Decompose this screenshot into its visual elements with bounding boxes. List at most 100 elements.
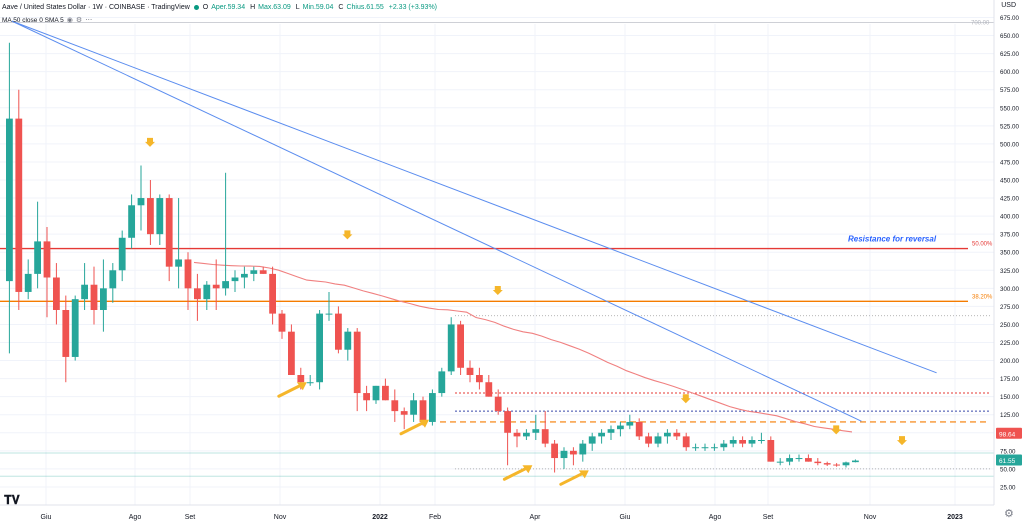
price-tick-label: 200.00 — [1000, 358, 1019, 365]
candle-body — [175, 259, 182, 267]
candle-body — [128, 205, 135, 238]
chart-settings-icon[interactable]: ⚙ — [1004, 508, 1014, 520]
candle-body — [438, 371, 446, 394]
candle-body — [391, 400, 399, 412]
candle — [739, 436, 746, 448]
candle — [541, 411, 549, 448]
candle-body — [673, 432, 681, 437]
candle — [231, 270, 239, 292]
indicator-legend[interactable]: MA 50 close 0 SMA 5 ◉ ⚙ ⋯ — [2, 16, 93, 25]
candle — [729, 436, 737, 448]
candle — [372, 385, 380, 404]
candle-body — [288, 331, 295, 375]
candle — [81, 263, 88, 310]
candle — [607, 425, 615, 440]
candle — [316, 310, 323, 390]
candle-body — [617, 425, 624, 430]
candle-body — [795, 458, 803, 460]
candle-body — [259, 270, 267, 274]
candle-body — [231, 277, 239, 282]
candle-body — [823, 463, 831, 465]
candle-body — [419, 400, 427, 422]
price-tick-label: 50.00 — [1000, 466, 1016, 473]
axis-unit[interactable]: USD — [1001, 2, 1016, 9]
candle-body — [560, 450, 568, 459]
candle-body — [137, 198, 145, 206]
arrow-up-head-icon — [578, 470, 589, 479]
candle — [71, 295, 79, 361]
candle — [551, 440, 558, 473]
candle — [43, 226, 51, 318]
time-tick-label: Giu — [41, 514, 52, 521]
candle-body — [485, 382, 493, 397]
candle — [579, 440, 587, 462]
candle-body — [194, 288, 201, 300]
arrow-down-icon — [831, 425, 842, 435]
price-tick-label: 525.00 — [1000, 123, 1019, 130]
candle — [626, 414, 634, 430]
candle-body — [250, 270, 258, 274]
candle — [53, 263, 60, 325]
candle-body — [767, 440, 775, 462]
price-tick-label: 325.00 — [1000, 268, 1019, 275]
candle-body — [692, 447, 699, 449]
candle-body — [212, 284, 220, 289]
symbol-header: Aave / United States Dollar · 1W · COINB… — [0, 0, 440, 14]
time-tick-label: Set — [185, 514, 196, 521]
settings-icon[interactable]: ⚙ — [75, 17, 83, 24]
candle — [109, 263, 117, 303]
candle — [391, 389, 399, 422]
candle-body — [805, 458, 812, 462]
top-level-label: 700.00 — [971, 21, 990, 27]
candle — [250, 266, 258, 282]
candle — [842, 461, 850, 468]
candle-body — [34, 241, 41, 274]
high-value: Max.63.09 — [258, 3, 291, 11]
resistance-text: Resistance for reversal — [848, 235, 937, 244]
arrow-down-icon — [492, 285, 503, 295]
eye-icon[interactable]: ◉ — [66, 17, 73, 24]
candle — [466, 360, 474, 383]
candle — [222, 172, 229, 296]
candle — [212, 259, 220, 310]
candle-body — [203, 284, 211, 300]
candle-body — [278, 313, 286, 332]
candle — [137, 165, 145, 231]
candle-body — [551, 443, 558, 459]
candle-body — [429, 393, 436, 422]
candle — [513, 429, 521, 448]
candle — [476, 367, 483, 390]
candle-body — [776, 461, 784, 463]
symbol-title: Aave / United States Dollar · 1W · COINB… — [2, 3, 190, 11]
candle — [720, 440, 728, 451]
candle-body — [353, 331, 361, 394]
candle — [795, 454, 803, 462]
price-tick-label: 375.00 — [1000, 232, 1019, 239]
arrow-down-icon — [342, 230, 353, 240]
candle — [62, 295, 70, 383]
candle-body — [682, 436, 690, 448]
candle — [598, 429, 605, 444]
candle — [805, 454, 812, 462]
more-icon[interactable]: ⋯ — [85, 17, 93, 24]
price-tick-label: 500.00 — [1000, 141, 1019, 148]
time-tick-label: 2023 — [947, 514, 963, 521]
price-tick-label: 275.00 — [1000, 304, 1019, 311]
tradingview-logo-icon[interactable]: 𝐓𝐕 — [4, 493, 20, 507]
candle — [588, 432, 596, 451]
candle — [278, 310, 286, 339]
candle — [128, 194, 135, 249]
candle — [156, 194, 164, 245]
price-tick-label: 400.00 — [1000, 214, 1019, 221]
candle-body — [62, 310, 70, 357]
candle-body — [241, 273, 248, 278]
time-tick-label: Ago — [129, 514, 142, 521]
time-tick-label: Apr — [530, 514, 542, 521]
candle — [438, 367, 446, 397]
candle — [184, 252, 192, 310]
arrow-up-head-icon — [296, 382, 307, 391]
candle-body — [607, 429, 615, 433]
price-tick-label: 350.00 — [1000, 250, 1019, 257]
candle — [523, 429, 530, 440]
